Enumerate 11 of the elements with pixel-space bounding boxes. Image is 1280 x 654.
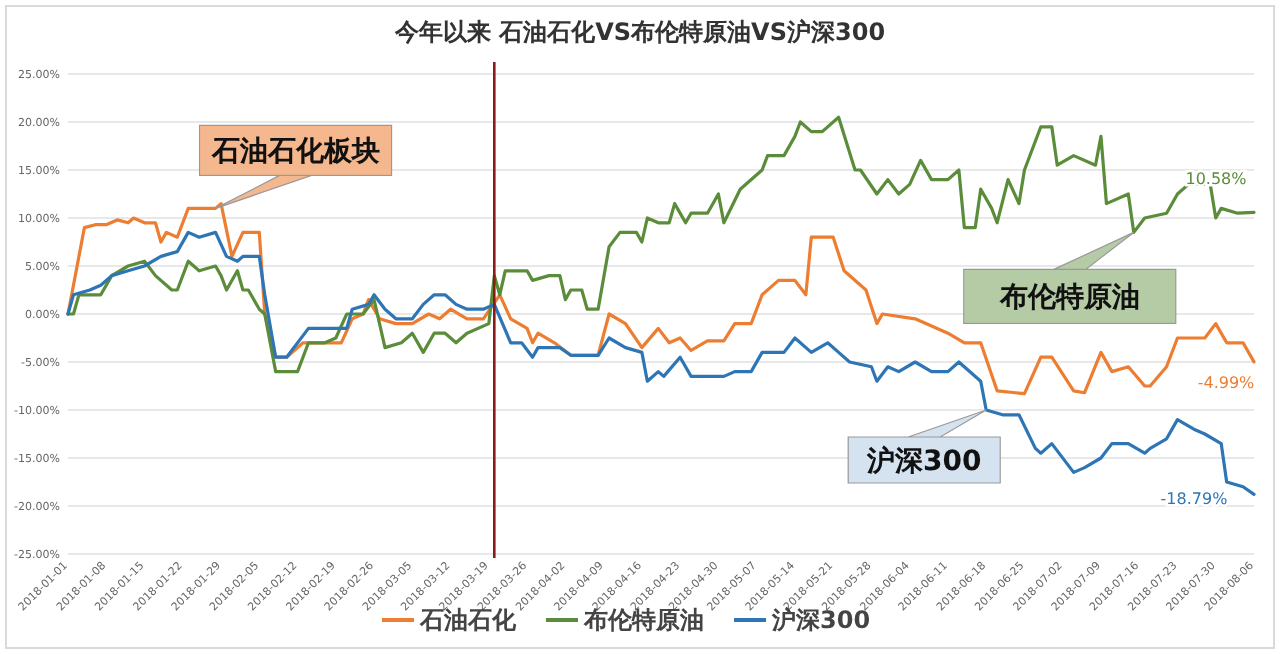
annotation: 石油石化板块 [209,136,380,169]
line-series [66,202,1256,396]
chart-title: 今年以来 石油石化VS布伦特原油VS沪深300 [392,18,886,46]
line-series [66,115,1256,374]
annotation: 沪深300 [864,444,982,478]
line-series [66,230,1256,496]
annotation: 布伦特原油 [997,282,1140,315]
annotation: -4.99% [1197,373,1256,392]
callout: 布伦特原油 [963,231,1177,324]
annotation: 10.58% [1185,170,1248,189]
annotation: -18.79% [1160,490,1229,509]
